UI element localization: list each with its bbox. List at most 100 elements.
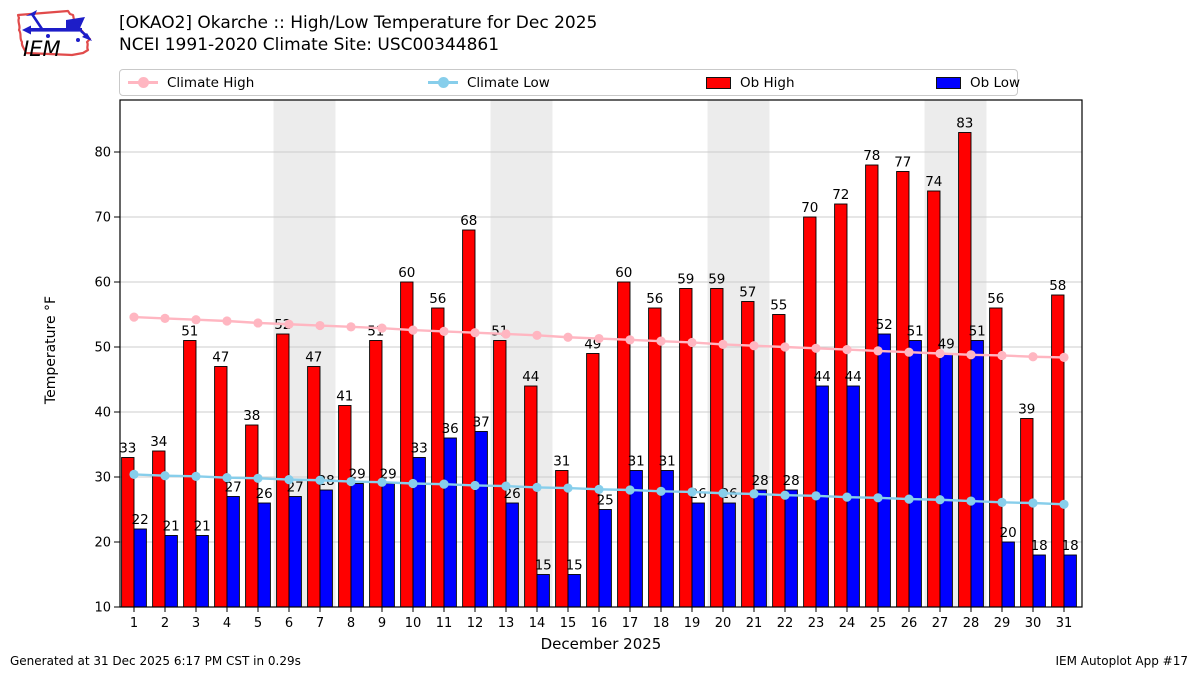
bar-value-label: 51	[907, 324, 924, 340]
y-tick-label: 20	[94, 536, 111, 551]
x-axis-title: December 2025	[541, 635, 662, 653]
ob-low-bar	[970, 340, 984, 608]
x-tick-label: 19	[684, 616, 701, 631]
climate-marker	[780, 490, 790, 500]
climate-marker	[191, 315, 201, 325]
bar-value-label: 51	[969, 324, 986, 340]
page-subtitle: NCEI 1991-2020 Climate Site: USC00344861	[119, 35, 500, 55]
y-tick-label: 70	[94, 211, 111, 226]
climate-marker	[129, 469, 139, 479]
bar-value-label: 31	[553, 454, 570, 470]
climate-marker	[873, 493, 883, 503]
bar-value-label: 31	[628, 454, 645, 470]
climate-marker	[966, 350, 976, 360]
bar-value-label: 57	[739, 285, 756, 301]
climate-marker	[904, 494, 914, 504]
bar-value-label: 20	[1000, 525, 1017, 541]
climate-marker	[315, 475, 325, 485]
title-block: [OKAO2] Okarche :: High/Low Temperature …	[119, 12, 597, 56]
bar-value-label: 39	[1018, 402, 1035, 418]
legend-label: Climate Low	[467, 74, 550, 91]
iem-logo-text: IEM	[23, 37, 61, 61]
climate-marker	[718, 488, 728, 498]
ob-high-bar	[1051, 294, 1065, 608]
ob-low-swatch-icon	[936, 76, 961, 89]
ob-low-bar	[474, 431, 488, 608]
ob-low-bar	[164, 535, 178, 608]
ob-low-bar	[877, 333, 891, 608]
ob-high-bar	[772, 314, 786, 608]
climate-marker	[470, 328, 480, 338]
climate-marker	[935, 495, 945, 505]
iem-logo: IEM	[16, 9, 92, 61]
bar-value-label: 70	[801, 200, 818, 216]
bar-value-label: 15	[566, 558, 583, 574]
app-credit: IEM Autoplot App #17	[1055, 654, 1188, 668]
bar-value-label: 37	[473, 415, 490, 431]
legend-label: Ob Low	[970, 74, 1021, 91]
legend-item-climate-low: Climate Low	[428, 70, 550, 95]
bar-value-label: 27	[225, 480, 242, 496]
bar-value-label: 33	[119, 441, 136, 457]
climate-marker	[439, 479, 449, 489]
bar-value-label: 22	[132, 512, 149, 528]
ob-low-bar	[598, 509, 612, 608]
climate-marker	[315, 320, 325, 331]
ob-low-bar	[691, 502, 705, 608]
bar-value-label: 21	[194, 519, 211, 535]
climate-marker	[501, 481, 511, 491]
climate-marker	[780, 342, 790, 352]
climate-marker	[594, 333, 604, 344]
climate-marker	[842, 345, 852, 355]
bar-value-label: 59	[708, 272, 725, 288]
bar-value-label: 44	[814, 369, 831, 385]
y-tick-label: 80	[94, 146, 111, 161]
bar-value-label: 18	[1062, 538, 1079, 554]
bar-value-label: 77	[894, 155, 911, 171]
climate-marker	[873, 346, 883, 356]
climate-marker	[408, 478, 418, 489]
climate-low-line-icon	[428, 77, 458, 88]
legend-label: Ob High	[740, 74, 795, 91]
climate-marker	[718, 339, 728, 349]
x-tick-label: 7	[316, 616, 324, 631]
climate-marker	[1059, 352, 1069, 362]
bar-value-label: 72	[832, 187, 849, 203]
weather-vane-icon	[22, 10, 92, 42]
bar-value-label: 47	[305, 350, 322, 366]
x-tick-label: 30	[1025, 616, 1042, 631]
climate-marker	[811, 343, 821, 353]
x-tick-label: 15	[560, 616, 577, 631]
x-tick-label: 25	[870, 616, 887, 631]
x-tick-label: 9	[378, 616, 386, 631]
climate-marker	[253, 473, 263, 483]
bar-value-label: 60	[398, 265, 415, 281]
x-tick-label: 28	[963, 616, 980, 631]
x-tick-label: 20	[715, 616, 732, 631]
climate-marker	[346, 322, 356, 332]
bar-value-label: 59	[677, 272, 694, 288]
climate-marker	[811, 491, 821, 501]
climate-marker	[997, 350, 1007, 361]
climate-marker	[1059, 499, 1069, 509]
climate-marker	[346, 476, 356, 487]
ob-high-bar	[710, 288, 724, 608]
climate-marker	[222, 473, 232, 483]
bar-value-label: 34	[150, 434, 167, 450]
x-tick-label: 1	[130, 616, 138, 631]
x-tick-label: 24	[839, 616, 856, 631]
bar-value-label: 78	[863, 148, 880, 164]
climate-marker	[129, 312, 139, 322]
page-title: [OKAO2] Okarche :: High/Low Temperature …	[119, 13, 598, 33]
bar-value-label: 56	[429, 291, 446, 307]
ob-high-bar	[493, 340, 507, 608]
bar-value-label: 41	[336, 389, 353, 405]
bar-value-label: 38	[243, 408, 260, 424]
ob-low-bar	[1032, 554, 1046, 608]
ob-high-bar	[1020, 418, 1034, 608]
climate-marker	[191, 471, 201, 481]
ob-high-bar	[803, 216, 817, 608]
climate-marker	[160, 471, 170, 481]
climate-marker	[749, 341, 759, 351]
